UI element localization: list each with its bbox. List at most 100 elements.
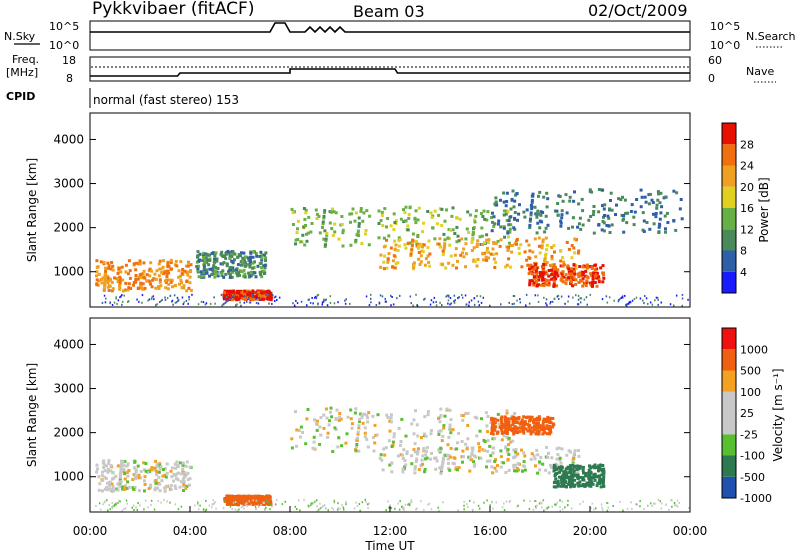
ground-scatter-cell xyxy=(553,297,556,300)
velocity-cell xyxy=(484,411,488,415)
power-cell xyxy=(660,205,664,209)
power-cell xyxy=(560,209,564,213)
power-cell xyxy=(577,202,581,206)
power-cell xyxy=(465,227,469,231)
ground-scatter-cell xyxy=(545,302,547,305)
ground-scatter-cell xyxy=(463,508,465,511)
ground-scatter-cell xyxy=(370,301,372,304)
velocity-cell xyxy=(557,446,561,450)
ground-scatter-cell xyxy=(483,501,485,504)
velocity-cell xyxy=(550,456,554,460)
ground-scatter-cell xyxy=(635,503,637,506)
ground-scatter-cell xyxy=(159,301,161,304)
velocity-cell xyxy=(552,485,556,489)
velocity-cell xyxy=(344,441,348,445)
power-cell xyxy=(513,211,517,214)
velocity-cell xyxy=(337,436,341,440)
ground-scatter-cell xyxy=(523,499,525,502)
velocity-cell xyxy=(248,496,252,500)
colorbar-swatch xyxy=(722,434,736,456)
ground-scatter-cell xyxy=(317,302,319,305)
power-cell xyxy=(249,255,253,259)
power-cell xyxy=(124,263,128,267)
power-cell xyxy=(507,257,511,261)
power-cell xyxy=(110,280,114,284)
power-cell xyxy=(179,260,183,264)
velocity-cell xyxy=(601,464,605,467)
ground-scatter-cell xyxy=(337,502,339,505)
velocity-cell xyxy=(405,452,409,456)
ground-scatter-cell xyxy=(112,505,114,508)
ground-scatter-cell xyxy=(176,296,179,299)
power-cell xyxy=(397,244,401,248)
velocity-cell xyxy=(534,464,537,468)
power-cell xyxy=(491,220,495,224)
velocity-cell xyxy=(267,502,270,506)
velocity-cell xyxy=(123,487,127,491)
velocity-cell xyxy=(339,417,343,421)
power-cell xyxy=(475,245,479,248)
velocity-cell xyxy=(511,422,515,426)
velocity-cell xyxy=(472,464,476,468)
power-cell xyxy=(414,209,418,213)
velocity-cell xyxy=(449,431,453,435)
ground-scatter-cell xyxy=(240,304,242,307)
velocity-cell xyxy=(439,446,443,450)
power-cell xyxy=(148,280,152,284)
power-cell xyxy=(528,219,532,223)
power-cell xyxy=(251,297,255,301)
velocity-cell xyxy=(267,494,270,498)
ground-scatter-cell xyxy=(657,299,659,301)
power-cell xyxy=(136,277,140,281)
ground-scatter-cell xyxy=(536,504,538,507)
velocity-cell xyxy=(470,453,474,457)
velocity-cell xyxy=(542,425,545,429)
power-cell xyxy=(630,203,634,207)
power-cell xyxy=(492,241,496,244)
colorbar-tick-label: 100 xyxy=(740,386,761,399)
power-cell xyxy=(576,251,580,255)
power-cell xyxy=(302,207,306,210)
power-cell xyxy=(254,295,258,298)
velocity-cell xyxy=(507,436,511,440)
ground-scatter-cell xyxy=(625,303,628,306)
power-cell xyxy=(489,216,493,219)
velocity-cell xyxy=(558,470,562,474)
velocity-cell xyxy=(492,427,496,431)
power-cell xyxy=(214,272,218,276)
ground-scatter-cell xyxy=(200,300,203,303)
velocity-cell xyxy=(540,428,543,432)
power-cell xyxy=(561,199,565,203)
power-cell xyxy=(263,263,267,267)
power-cell xyxy=(522,210,526,214)
power-cell xyxy=(179,274,182,278)
power-cell xyxy=(129,287,133,290)
power-cell xyxy=(224,272,228,276)
power-cell xyxy=(559,221,563,225)
power-cell xyxy=(544,278,548,282)
power-cell xyxy=(531,194,535,198)
power-cell xyxy=(648,227,652,231)
velocity-cell xyxy=(481,448,485,452)
power-cell xyxy=(547,274,551,278)
velocity-cell xyxy=(448,423,452,427)
power-cell xyxy=(651,201,655,204)
power-cell xyxy=(325,231,329,235)
ground-scatter-cell xyxy=(607,506,609,509)
ground-scatter-cell xyxy=(323,504,326,506)
velocity-cell xyxy=(490,431,493,435)
ground-scatter-cell xyxy=(467,506,469,508)
ground-scatter-cell xyxy=(644,295,646,297)
velocity-cell xyxy=(505,450,509,454)
power-cell xyxy=(235,295,239,299)
velocity-cell xyxy=(183,471,187,475)
power-colorbar-label: Power [dB] xyxy=(757,177,771,242)
power-cell xyxy=(581,265,585,269)
power-cell xyxy=(542,263,546,266)
velocity-cell xyxy=(399,443,402,447)
power-cell xyxy=(220,271,224,275)
power-cell xyxy=(243,255,247,259)
velocity-cell xyxy=(182,484,186,488)
power-cell xyxy=(382,245,386,249)
